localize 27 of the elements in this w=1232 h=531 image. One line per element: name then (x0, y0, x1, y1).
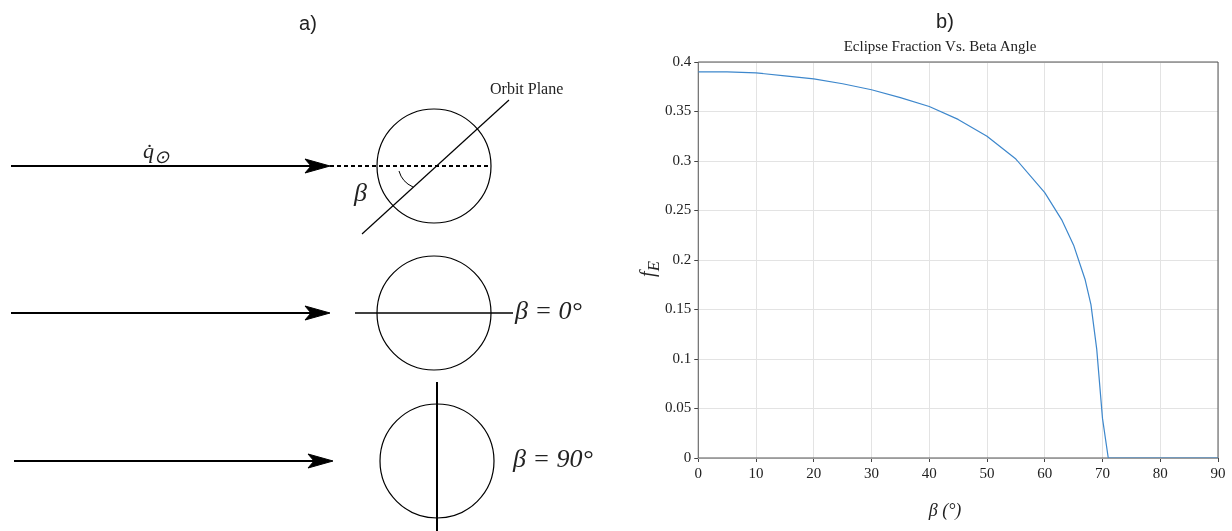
x-tick-label: 40 (921, 464, 937, 481)
x-tick-label: 20 (806, 464, 822, 481)
y-tick-label: 0.2 (672, 250, 692, 267)
x-tick-label: 30 (864, 464, 879, 481)
y-tick-label: 0.1 (672, 349, 692, 366)
x-axis-title: β (°) (928, 500, 962, 521)
text: β = 0° (515, 296, 582, 326)
y-tick-label: 0.25 (665, 201, 692, 218)
x-tick-label: 90 (1210, 464, 1226, 481)
y-tick-label: 0.15 (665, 300, 692, 317)
x-tick-label: 60 (1037, 464, 1053, 481)
text: β = 90° (513, 444, 593, 474)
y-tick-label: 0.4 (672, 52, 692, 69)
y-tick-label: 0.05 (665, 399, 692, 416)
chart-title: Eclipse Fraction Vs. Beta Angle (843, 37, 1037, 54)
x-tick-label: 80 (1152, 464, 1168, 481)
text: q̇$_{⊙}$ (143, 138, 169, 169)
x-tick-label: 50 (979, 464, 995, 481)
x-tick-label: 70 (1095, 464, 1110, 481)
y-tick-label: 0.35 (665, 102, 692, 119)
y-tick-label: 0 (683, 448, 692, 465)
x-tick-label: 10 (748, 464, 764, 481)
text: b) (936, 10, 954, 33)
text: a) (299, 12, 317, 35)
text: β (354, 178, 367, 208)
text: Orbit Plane (490, 80, 564, 98)
y-tick-label: 0.3 (672, 151, 692, 168)
